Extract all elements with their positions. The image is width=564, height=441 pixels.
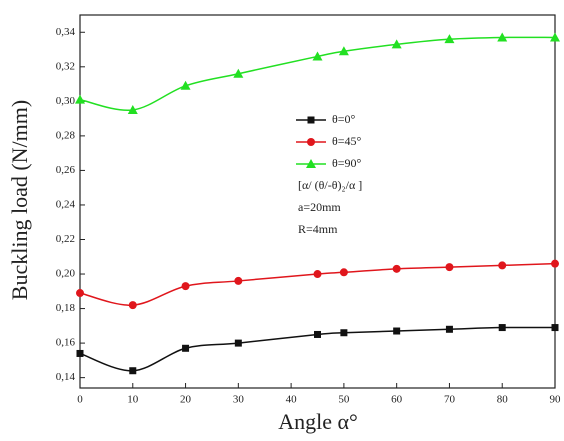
x-tick-label: 70 (444, 394, 456, 406)
marker (339, 268, 348, 277)
annotation: a=20mm (298, 200, 341, 214)
plot-frame (79, 14, 556, 389)
series-line (79, 326, 556, 372)
marker (313, 270, 322, 279)
y-tick-label: 0,22 (56, 233, 75, 245)
marker (75, 94, 85, 104)
x-tick-label: 30 (233, 394, 245, 406)
marker (551, 259, 559, 268)
marker (314, 330, 321, 338)
marker (551, 324, 559, 332)
y-tick-label: 0,30 (56, 95, 76, 107)
marker (76, 349, 84, 357)
marker (340, 329, 348, 337)
y-axis-label: Buckling load (N/mm) (7, 100, 32, 300)
x-tick-label: 0 (77, 394, 83, 406)
marker (129, 367, 137, 375)
y-tick-label: 0,34 (56, 26, 76, 38)
marker (392, 264, 401, 273)
marker (127, 104, 138, 114)
y-tick-label: 0,16 (56, 337, 76, 349)
marker (550, 32, 560, 42)
x-axis-label: Angle α° (278, 409, 358, 434)
legend-text: θ=45° (332, 134, 362, 148)
x-tick-label: 20 (180, 394, 192, 406)
legend-text: θ=0° (332, 112, 356, 126)
marker (444, 34, 455, 44)
legend-marker (307, 116, 315, 124)
x-tick-label: 50 (338, 394, 350, 406)
marker (182, 344, 190, 352)
marker (498, 324, 506, 332)
marker (181, 282, 190, 291)
marker (234, 339, 242, 347)
legend-text: θ=90° (332, 156, 362, 170)
x-tick-label: 80 (497, 394, 509, 406)
marker (312, 51, 323, 61)
series-line (79, 36, 556, 112)
x-tick-label: 40 (286, 394, 298, 406)
y-tick-label: 0,18 (56, 302, 76, 314)
marker (497, 32, 508, 42)
x-tick-label: 60 (391, 394, 403, 406)
series-line (79, 262, 556, 306)
annotation: R=4mm (298, 222, 338, 236)
y-tick-label: 0,28 (56, 129, 76, 141)
y-tick-label: 0,20 (56, 268, 76, 280)
marker (391, 39, 402, 49)
legend-marker (307, 138, 315, 146)
y-tick-label: 0,26 (56, 164, 76, 176)
annotation: [α/ (θ/-θ)₂/α ] (298, 178, 362, 192)
legend-marker (306, 159, 316, 168)
marker (128, 301, 137, 310)
marker (498, 261, 507, 270)
y-tick-label: 0,14 (56, 371, 76, 383)
marker (233, 68, 244, 78)
marker (393, 327, 401, 335)
x-tick-label: 90 (550, 394, 562, 406)
marker (445, 263, 454, 272)
marker (180, 80, 191, 90)
marker (445, 325, 453, 333)
marker (338, 46, 349, 56)
y-tick-label: 0,32 (56, 60, 75, 72)
marker (234, 276, 243, 285)
marker (76, 289, 84, 298)
y-tick-label: 0,24 (56, 198, 76, 210)
x-tick-label: 10 (127, 394, 139, 406)
